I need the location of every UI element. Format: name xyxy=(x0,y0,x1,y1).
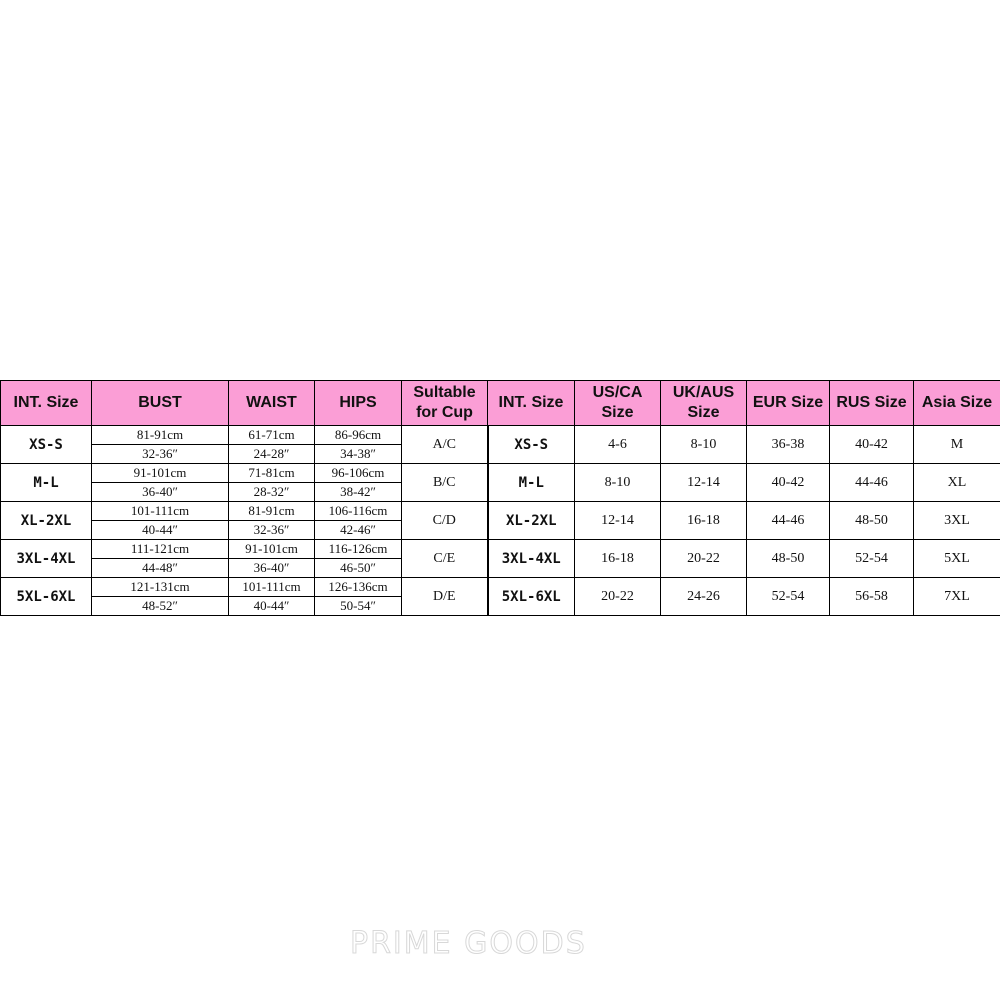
table-row-inches: 48-52″ 40-44″ 50-54″ xyxy=(1,596,1000,616)
eur-size-cell: 36-38 xyxy=(746,425,830,464)
column-header: BUST xyxy=(91,380,229,426)
bust-cm-cell: 81-91cm xyxy=(91,425,229,445)
us-size-cell: 4-6 xyxy=(574,425,661,464)
bust-cm-cell: 101-111cm xyxy=(91,501,229,521)
waist-inch-cell: 28-32″ xyxy=(228,482,315,502)
waist-cm-cell: 61-71cm xyxy=(228,425,315,445)
bust-inch-cell: 36-40″ xyxy=(91,482,229,502)
asia-size-cell: 7XL xyxy=(913,577,1000,616)
column-header: Asia Size xyxy=(913,380,1000,426)
int-size-cell: 5XL-6XL xyxy=(0,577,92,616)
asia-size-cell: 3XL xyxy=(913,501,1000,540)
hips-cm-cell: 96-106cm xyxy=(314,463,402,483)
uk-size-cell: 12-14 xyxy=(660,463,747,502)
cup-cell: C/E xyxy=(401,539,488,578)
cup-cell: B/C xyxy=(401,463,488,502)
us-size-cell: 8-10 xyxy=(574,463,661,502)
int-size-cell: XL-2XL xyxy=(486,501,575,540)
uk-size-cell: 16-18 xyxy=(660,501,747,540)
bust-inch-cell: 48-52″ xyxy=(91,596,229,616)
eur-size-cell: 48-50 xyxy=(746,539,830,578)
table-row: M-L 91-101cm 71-81cm 96-106cm B/C M-L 8-10 12-1… xyxy=(0,463,1000,502)
eur-size-cell: 44-46 xyxy=(746,501,830,540)
us-size-cell: 16-18 xyxy=(574,539,661,578)
hips-inch-cell: 38-42″ xyxy=(314,482,402,502)
hips-inch-cell: 46-50″ xyxy=(314,558,402,578)
hips-inch-cell: 50-54″ xyxy=(314,596,402,616)
bust-inch-cell: 44-48″ xyxy=(91,558,229,578)
column-header: US/CA Size xyxy=(574,380,661,426)
watermark: PRIME GOODS xyxy=(350,926,587,962)
bust-cm-cell: 111-121cm xyxy=(91,539,229,559)
column-header: INT. Size xyxy=(0,380,92,426)
table-row-inches: 44-48″ 36-40″ 46-50″ xyxy=(1,558,1000,578)
int-size-cell: 3XL-4XL xyxy=(0,539,92,578)
rus-size-cell: 44-46 xyxy=(829,463,914,502)
column-header: EUR Size xyxy=(746,380,830,426)
waist-inch-cell: 36-40″ xyxy=(228,558,315,578)
rus-size-cell: 40-42 xyxy=(829,425,914,464)
rus-size-cell: 56-58 xyxy=(829,577,914,616)
int-size-cell: XS-S xyxy=(486,425,575,464)
int-size-cell: 5XL-6XL xyxy=(486,577,575,616)
rus-size-cell: 48-50 xyxy=(829,501,914,540)
bust-cm-cell: 91-101cm xyxy=(91,463,229,483)
waist-inch-cell: 40-44″ xyxy=(228,596,315,616)
column-header: HIPS xyxy=(314,380,402,426)
uk-size-cell: 20-22 xyxy=(660,539,747,578)
uk-size-cell: 24-26 xyxy=(660,577,747,616)
bust-inch-cell: 32-36″ xyxy=(91,444,229,464)
column-header: RUS Size xyxy=(829,380,914,426)
waist-cm-cell: 91-101cm xyxy=(228,539,315,559)
waist-inch-cell: 32-36″ xyxy=(228,520,315,540)
table-row: XS-S 81-91cm 61-71cm 86-96cm A/C XS-S 4-6 8-10 3… xyxy=(0,425,1000,464)
header-row: INT. Size BUST WAIST HIPS Sultable for Cup IN… xyxy=(0,380,1000,426)
hips-cm-cell: 86-96cm xyxy=(314,425,402,445)
cup-cell: D/E xyxy=(401,577,488,616)
asia-size-cell: XL xyxy=(913,463,1000,502)
column-header: INT. Size xyxy=(487,380,575,426)
hips-cm-cell: 116-126cm xyxy=(314,539,402,559)
us-size-cell: 12-14 xyxy=(574,501,661,540)
hips-inch-cell: 34-38″ xyxy=(314,444,402,464)
table-row: 3XL-4XL 111-121cm 91-101cm 116-126cm C/E 3XL-… xyxy=(0,539,1000,578)
waist-inch-cell: 24-28″ xyxy=(228,444,315,464)
int-size-cell: 3XL-4XL xyxy=(486,539,575,578)
hips-cm-cell: 106-116cm xyxy=(314,501,402,521)
size-chart-table: INT. Size BUST WAIST HIPS Sultable for Cup IN… xyxy=(0,380,1000,616)
hips-cm-cell: 126-136cm xyxy=(314,577,402,597)
waist-cm-cell: 81-91cm xyxy=(228,501,315,521)
waist-cm-cell: 101-111cm xyxy=(228,577,315,597)
bust-cm-cell: 121-131cm xyxy=(91,577,229,597)
int-size-cell: XS-S xyxy=(0,425,92,464)
asia-size-cell: 5XL xyxy=(913,539,1000,578)
table-row-inches: 36-40″ 28-32″ 38-42″ xyxy=(1,482,1000,502)
uk-size-cell: 8-10 xyxy=(660,425,747,464)
table-row: XL-2XL 101-111cm 81-91cm 106-116cm C/D XL-2XL… xyxy=(0,501,1000,540)
column-header: UK/AUS Size xyxy=(660,380,747,426)
int-size-cell: M-L xyxy=(0,463,92,502)
rus-size-cell: 52-54 xyxy=(829,539,914,578)
int-size-cell: M-L xyxy=(486,463,575,502)
cup-cell: A/C xyxy=(401,425,488,464)
asia-size-cell: M xyxy=(913,425,1000,464)
hips-inch-cell: 42-46″ xyxy=(314,520,402,540)
column-header: Sultable for Cup xyxy=(401,380,488,426)
bust-inch-cell: 40-44″ xyxy=(91,520,229,540)
us-size-cell: 20-22 xyxy=(574,577,661,616)
cup-cell: C/D xyxy=(401,501,488,540)
column-header: WAIST xyxy=(228,380,315,426)
waist-cm-cell: 71-81cm xyxy=(228,463,315,483)
eur-size-cell: 52-54 xyxy=(746,577,830,616)
int-size-cell: XL-2XL xyxy=(0,501,92,540)
eur-size-cell: 40-42 xyxy=(746,463,830,502)
table-row: 5XL-6XL 121-131cm 101-111cm 126-136cm D/E 5XL… xyxy=(0,577,1000,616)
